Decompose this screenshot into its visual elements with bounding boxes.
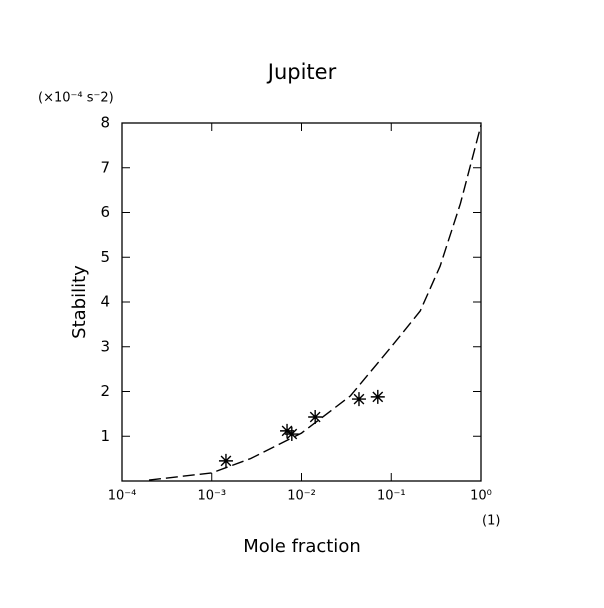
y-tick-label: 2	[100, 382, 110, 400]
y-tick-label: 1	[100, 427, 110, 445]
x-tick-label: 10⁻²	[287, 489, 316, 504]
chart-title: Jupiter	[266, 60, 337, 84]
y-tick-label: 5	[100, 248, 110, 266]
data-point	[351, 392, 366, 407]
y-axis-label: Stability	[69, 265, 90, 339]
y-unit: (×10⁻⁴ s⁻2)	[38, 91, 114, 106]
x-axis-label: Mole fraction	[243, 536, 360, 557]
x-tick-label: 10⁻⁴	[108, 489, 137, 504]
data-line	[148, 125, 482, 481]
y-tick-label: 7	[100, 158, 110, 176]
y-tick-label: 3	[100, 337, 110, 355]
data-point	[370, 389, 385, 404]
y-tick-label: 4	[100, 293, 110, 311]
data-point	[280, 423, 295, 438]
data-point	[218, 453, 233, 468]
x-tick-label: 10⁻¹	[377, 489, 406, 504]
data-point	[284, 427, 299, 442]
x-tick-label: 10⁰	[470, 489, 492, 504]
data-point	[308, 410, 323, 425]
y-tick-label: 6	[100, 203, 110, 221]
y-tick-label: 8	[100, 114, 110, 132]
x-unit: (1)	[482, 514, 500, 529]
x-tick-label: 10⁻³	[197, 489, 226, 504]
